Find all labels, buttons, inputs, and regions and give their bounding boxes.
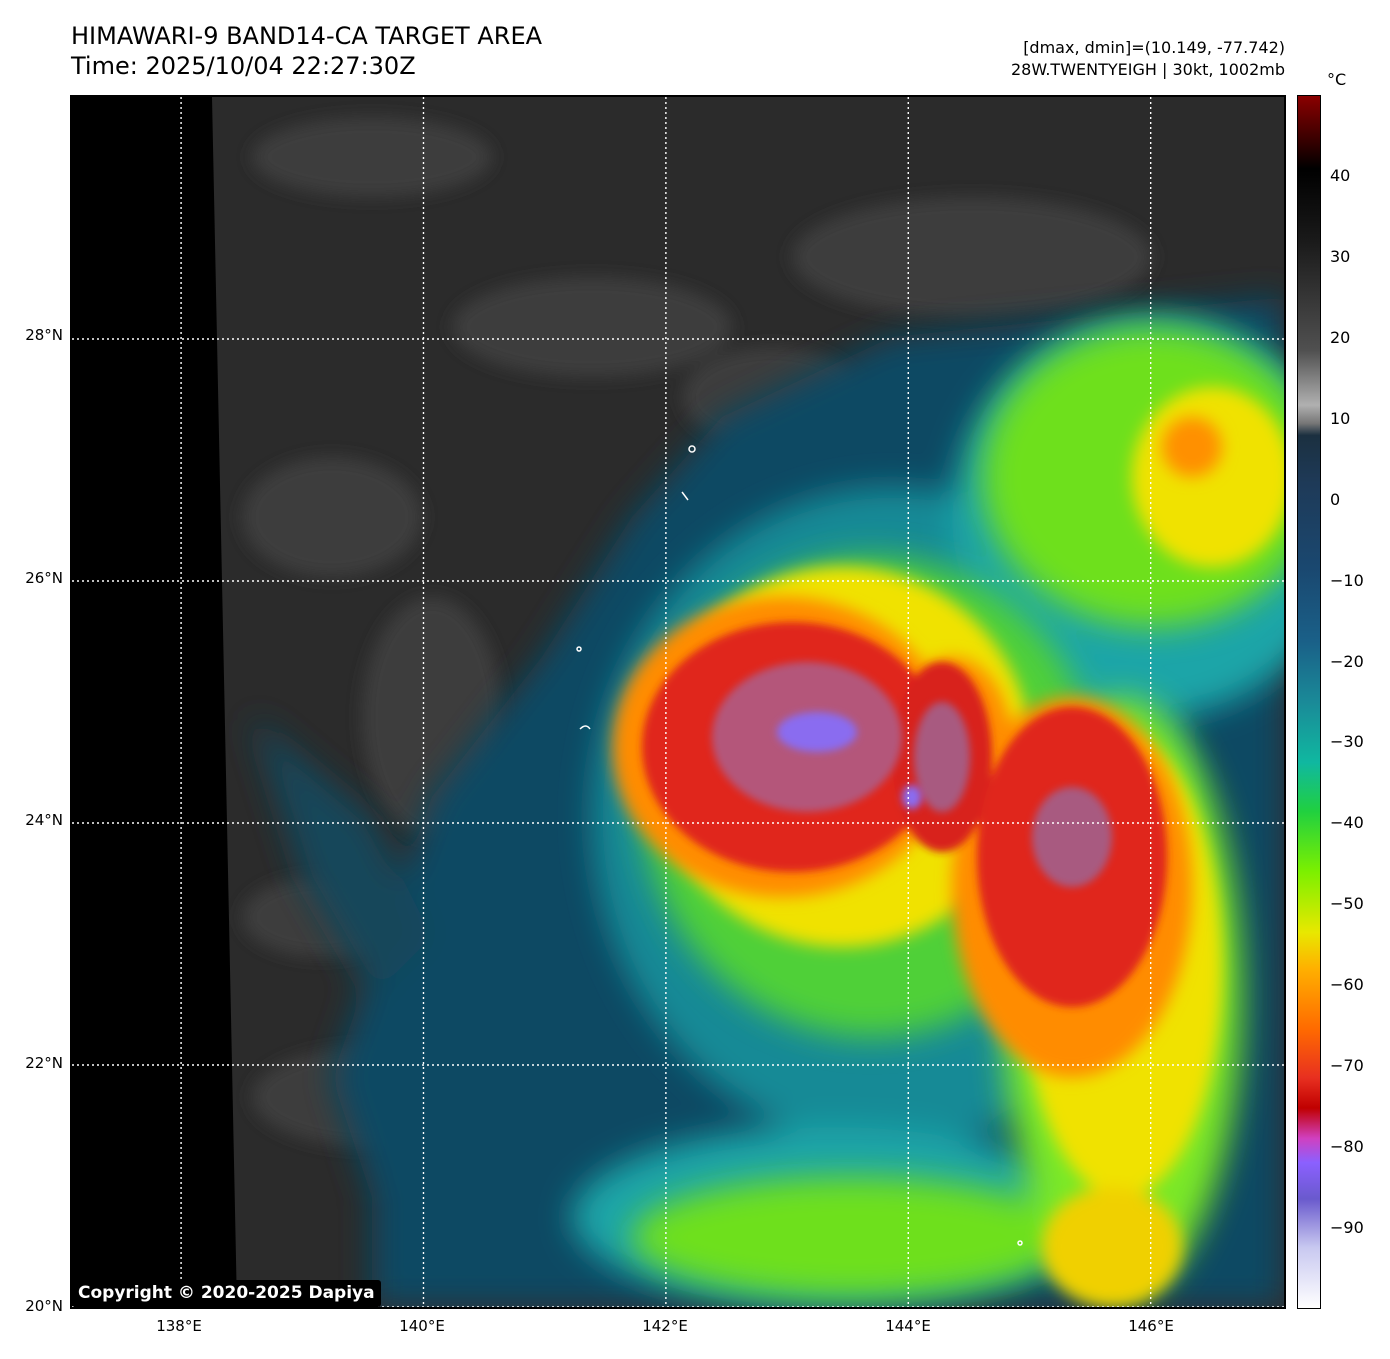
colorbar-label: −20 [1330,651,1364,671]
lat-label-26: 26°N [25,569,63,587]
lon-label-146: 146°E [1128,1317,1174,1335]
colorbar-label: −50 [1330,894,1364,914]
colorbar-label: 10 [1330,408,1351,428]
storm-info: 28W.TWENTYEIGH | 30kt, 1002mb [1011,60,1285,79]
lon-label-140: 140°E [399,1317,445,1335]
copyright-notice: Copyright © 2020-2025 Dapiya [72,1280,381,1307]
colorbar-label: −10 [1330,570,1364,590]
lat-label-20: 20°N [25,1297,63,1315]
temperature-colorbar [1297,95,1321,1309]
island-outlines [576,445,1023,1246]
title-line-1: HIMAWARI-9 BAND14-CA TARGET AREA [71,22,543,50]
colorbar-label: −70 [1330,1056,1364,1076]
colorbar-label: 0 [1330,489,1341,509]
title-line-2: Time: 2025/10/04 22:27:30Z [71,52,416,80]
colorbar-label: 40 [1330,165,1351,185]
lon-label-142: 142°E [642,1317,688,1335]
lon-label-138: 138°E [156,1317,202,1335]
overshooting-tops [777,712,922,809]
colorbar-label: 20 [1330,327,1351,347]
colorbar-label: 30 [1330,246,1351,266]
lat-label-28: 28°N [25,326,63,344]
colorbar-unit: °C [1327,70,1347,89]
colorbar-label: −40 [1330,813,1364,833]
lon-label-144: 144°E [885,1317,931,1335]
satellite-map [70,95,1286,1309]
lat-label-24: 24°N [25,811,63,829]
colorbar-label: −90 [1330,1218,1364,1238]
colorbar-label: −80 [1330,1137,1364,1157]
gridlines [72,97,1284,1307]
lat-label-22: 22°N [25,1054,63,1072]
satellite-imagery [72,97,1284,1307]
colorbar-label: −30 [1330,732,1364,752]
intensity-range: [dmax, dmin]=(10.149, -77.742) [1023,38,1285,57]
colorbar-label: −60 [1330,975,1364,995]
